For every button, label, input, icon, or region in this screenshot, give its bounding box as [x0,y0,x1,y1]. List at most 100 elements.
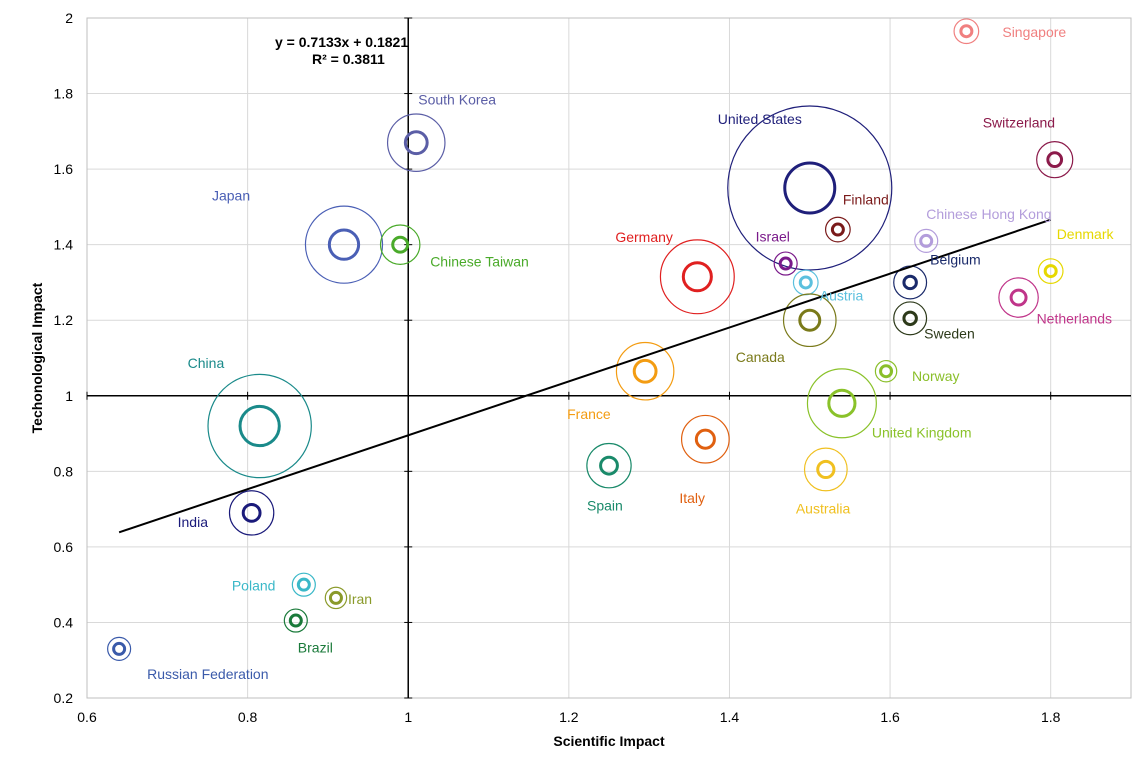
y-tick-label: 1.2 [54,312,74,328]
point-israel [773,251,798,276]
bubble-core [288,613,303,628]
bubble-outer [914,228,939,253]
point-switzerland [1036,141,1074,179]
point-netherlands [998,277,1039,318]
label-australia: Australia [796,500,851,516]
label-italy: Italy [679,490,705,506]
bubble-core [599,455,619,476]
bubble-outer [304,205,384,284]
point-india [228,490,275,536]
point-chinese-hong-kong [914,228,939,253]
bubble-core [919,233,934,248]
label-belgium: Belgium [930,251,981,267]
bubble-outer [228,490,275,536]
x-tick-label: 1.6 [880,709,900,725]
point-norway [874,359,898,383]
point-russian-federation [107,636,132,661]
point-brazil [283,608,308,633]
grid [86,17,1131,699]
bubble-core [783,161,837,215]
bubble-outer [324,586,348,610]
point-sweden [893,301,928,336]
bubble-core [241,502,262,523]
label-brazil: Brazil [298,640,333,656]
label-austria: Austria [820,287,864,303]
label-switzerland: Switzerland [983,115,1055,131]
label-singapore: Singapore [1002,24,1066,40]
label-germany: Germany [615,229,673,245]
point-china [207,373,312,479]
bubble-outer [773,251,798,276]
bubble-outer [291,572,316,597]
bubble-outer [803,447,848,492]
y-tick-label: 1.4 [54,237,74,253]
point-united-kingdom [806,368,877,439]
bubble-core [112,641,127,656]
bubble-core [959,24,974,39]
bubble-core [1046,151,1064,169]
label-japan: Japan [212,188,250,204]
trendline-equation: y = 0.7133x + 0.1821 [275,34,408,50]
bubble-outer [379,224,421,265]
bubble-outer [806,368,877,439]
x-tick-label: 0.6 [77,709,97,725]
bubble-core [1043,264,1058,279]
bubble-core [694,428,716,450]
bubble-core [681,261,713,293]
bubble-core [327,228,361,261]
y-tick-label: 0.4 [54,614,74,630]
point-south-korea [386,113,446,172]
label-india: India [178,514,209,530]
point-finland [824,216,851,243]
bubble-core [827,388,857,418]
label-russian-federation: Russian Federation [147,666,268,682]
label-china: China [188,355,225,371]
bubble-core [879,364,894,379]
bubble-outer [586,442,632,489]
point-united-states [727,105,893,271]
bubble-outer [615,341,675,401]
point-iran [324,586,348,610]
point-poland [291,572,316,597]
trendline-r-squared: R² = 0.3811 [312,51,385,67]
bubble-outer [782,293,837,348]
bubble-core [403,130,429,156]
label-netherlands: Netherlands [1037,311,1113,327]
label-norway: Norway [912,368,959,384]
bubble-core [328,590,343,605]
bubble-core [902,274,918,291]
x-tick-label: 1.4 [720,709,740,725]
bubbles [107,18,1074,661]
x-tick-label: 1 [404,709,412,725]
point-labels: Singapore United States Switzerland South K… [147,24,1114,682]
point-france [615,341,675,401]
trendline [118,218,1052,534]
x-axis-title: Scientific Impact [553,733,665,749]
tick-labels: 0.2 0.4 0.6 0.8 1 1.2 1.4 1.6 1.8 2 0.6 0.8 1 1.2 1.4 1… [54,10,1061,725]
point-japan [304,205,384,284]
bubble-core [798,275,813,290]
bubble-outer [680,414,730,464]
bubble-outer [824,216,851,243]
label-south-korea: South Korea [418,92,496,108]
label-spain: Spain [587,498,623,514]
bubble-core [1009,288,1028,307]
bubble-core [902,310,918,327]
y-tick-label: 0.2 [54,690,74,706]
point-canada [782,293,837,348]
bubble-outer [792,269,819,296]
x-tick-label: 0.8 [238,709,258,725]
bubble-core [296,577,311,592]
y-tick-label: 1.8 [54,86,74,102]
bubble-outer [283,608,308,633]
label-france: France [567,406,611,422]
bubble-outer [893,301,928,336]
bubble-core [830,222,845,237]
bubble-core [778,256,793,271]
y-tick-label: 1.6 [54,161,74,177]
plot-frame [86,17,1132,699]
bubble-outer [107,636,132,661]
plot-border [86,17,1132,699]
label-poland: Poland [232,578,276,594]
bubble-core [798,308,822,332]
